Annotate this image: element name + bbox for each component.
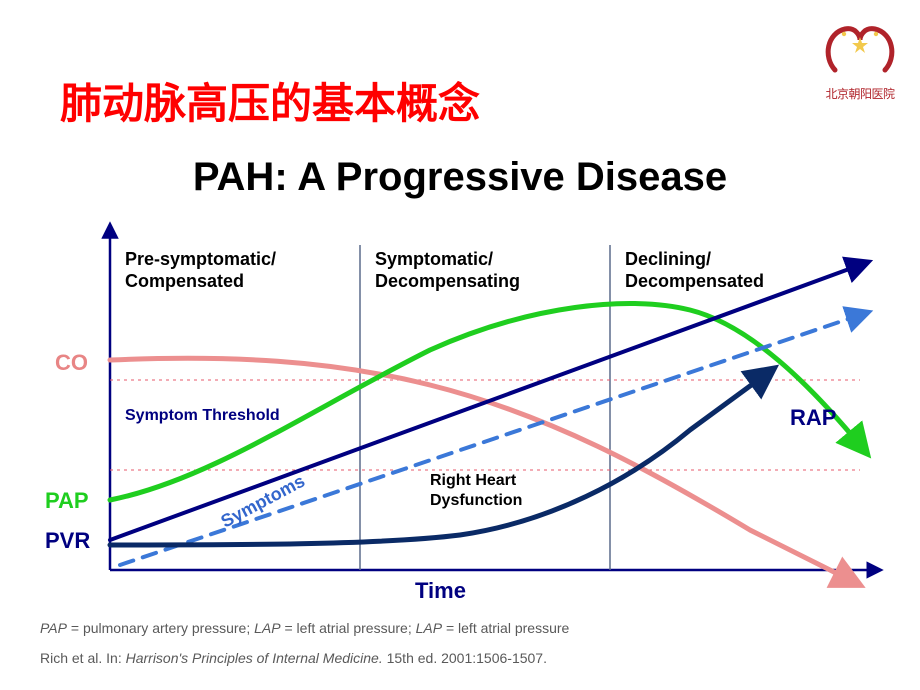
- citation-pre: Rich et al. In:: [40, 650, 126, 666]
- series-label: PAP: [45, 488, 89, 513]
- chart-title: PAH: A Progressive Disease: [0, 155, 920, 200]
- curve-rap: [110, 375, 765, 545]
- phase-label: Compensated: [125, 271, 244, 291]
- x-axis-label: Time: [415, 578, 466, 600]
- series-label: CO: [55, 350, 88, 375]
- right-heart-label: Right Heart: [430, 472, 517, 489]
- logo-text: 北京朝阳医院: [815, 85, 905, 102]
- citation-ital: Harrison's Principles of Internal Medici…: [126, 650, 383, 666]
- right-heart-label: Dysfunction: [430, 492, 522, 509]
- slide-title: 肺动脉高压的基本概念: [60, 70, 480, 131]
- phase-label: Decompensated: [625, 271, 764, 291]
- footnote-abbrev: PAP = pulmonary artery pressure; LAP = l…: [40, 620, 569, 636]
- citation-post: 15th ed. 2001:1506-1507.: [383, 650, 547, 666]
- phase-label: Decompensating: [375, 271, 520, 291]
- phase-label: Declining/: [625, 249, 711, 269]
- footnote-citation: Rich et al. In: Harrison's Principles of…: [40, 650, 547, 666]
- series-label: RAP: [790, 405, 836, 430]
- slide: 北京朝阳医院 肺动脉高压的基本概念 PAH: A Progressive Dis…: [0, 0, 920, 690]
- hospital-logo: 北京朝阳医院: [815, 15, 905, 102]
- phase-label: Symptomatic/: [375, 249, 493, 269]
- phase-label: Pre-symptomatic/: [125, 249, 276, 269]
- progression-chart: Pre-symptomatic/Compensated Symptomatic/D…: [30, 210, 890, 600]
- symptom-threshold-label: Symptom Threshold: [125, 407, 280, 424]
- series-label: PVR: [45, 528, 90, 553]
- logo-mark: [815, 15, 905, 85]
- symptoms-label: Symptoms: [217, 471, 308, 532]
- chart-svg: Pre-symptomatic/Compensated Symptomatic/D…: [30, 210, 890, 600]
